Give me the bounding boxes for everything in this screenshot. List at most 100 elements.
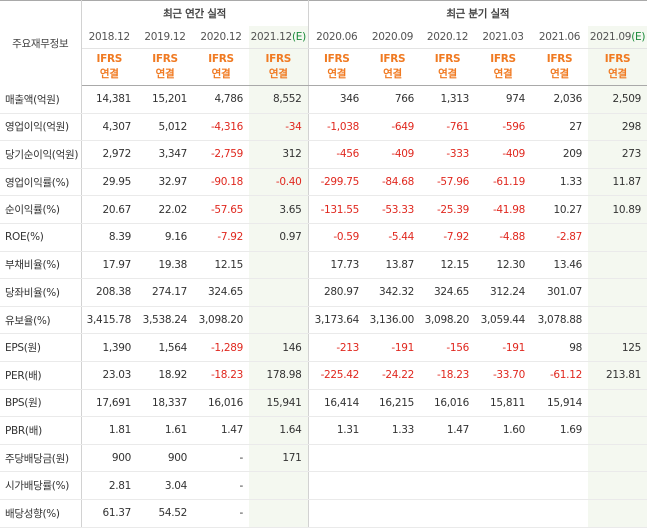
table-row: ROE(%) 8.39 9.16 -7.92 0.97 -0.59 -5.44 -7.92 -4… [0, 223, 647, 252]
table-cell: -649 [365, 113, 420, 142]
table-cell [420, 499, 475, 528]
table-cell [531, 499, 588, 528]
table-cell: 8,552 [249, 85, 309, 114]
table-cell: -24.22 [365, 361, 420, 390]
table-cell: 766 [365, 85, 420, 114]
table-cell: 312 [249, 140, 309, 169]
period-header: 2021.12(E) [249, 25, 309, 49]
row-label: 당좌비율(%) [0, 278, 82, 307]
table-cell: 2,972 [81, 140, 137, 169]
row-label: 영업이익(억원) [0, 113, 82, 142]
ifrs-label: IFRS [96, 53, 123, 65]
table-cell: -191 [475, 333, 531, 362]
table-cell: -84.68 [365, 167, 420, 197]
period-label: 2021.09 [589, 30, 632, 43]
table-cell: 312.24 [475, 278, 531, 307]
table-cell: 20.67 [81, 195, 137, 224]
table-cell: 974 [475, 85, 531, 114]
table-cell: 3.65 [249, 195, 309, 224]
ifrs-label: IFRS [323, 53, 350, 65]
ifrs-consolidated-badge: IFRS 연결 [475, 48, 531, 86]
period-header: 2018.12 [81, 25, 137, 49]
period-label: 2020.12 [426, 30, 469, 43]
table-cell [588, 223, 647, 252]
table-cell: -25.39 [420, 195, 475, 224]
table-row: 부채비율(%) 17.97 19.38 12.15 17.73 13.87 12.15 12.… [0, 250, 647, 280]
ifrs-label: IFRS [490, 53, 516, 65]
table-cell: -333 [420, 140, 475, 169]
table-cell [588, 499, 647, 528]
table-cell [249, 306, 309, 335]
table-cell: 22.02 [137, 195, 193, 224]
table-cell: 125 [588, 333, 647, 362]
period-header: 2020.12 [193, 25, 249, 49]
ifrs-consolidated-badge: IFRS 연결 [588, 48, 647, 86]
ifrs-consolidated-badge: IFRS 연결 [137, 48, 193, 86]
table-row: BPS(원) 17,691 18,337 16,016 15,941 16,414 16,2… [0, 389, 647, 418]
table-cell: 19.38 [137, 250, 193, 280]
table-cell [588, 278, 647, 307]
ifrs-consolidated-badge: IFRS 연결 [308, 48, 365, 86]
table-cell: 208.38 [81, 278, 137, 307]
table-cell: -18.23 [193, 361, 249, 390]
table-row: 영업이익(억원) 4,307 5,012 -4,316 -34 -1,038 -649 -76… [0, 113, 647, 142]
table-cell: 14,381 [81, 85, 137, 114]
table-cell: -41.98 [475, 195, 531, 224]
table-row: 당좌비율(%) 208.38 274.17 324.65 280.97 342.32 324… [0, 278, 647, 307]
period-label: 2021.03 [482, 30, 524, 43]
table-cell: 324.65 [420, 278, 475, 307]
table-cell: -57.96 [420, 167, 475, 197]
table-cell: 273 [588, 140, 647, 169]
row-label: 주당배당금(원) [0, 443, 82, 473]
table-cell: 1.31 [308, 416, 365, 445]
table-cell: -5.44 [365, 223, 420, 252]
table-cell: 13.87 [365, 250, 420, 280]
table-cell: 15,914 [531, 389, 588, 418]
period-header: 2020.12 [420, 25, 475, 49]
row-label: 시가배당률(%) [0, 471, 82, 500]
ifrs-consolidated-badge: IFRS 연결 [81, 48, 137, 86]
table-cell [475, 471, 531, 500]
table-cell [308, 471, 365, 500]
table-cell [365, 499, 420, 528]
row-label: 매출액(억원) [0, 85, 82, 114]
table-cell: 3,538.24 [137, 306, 193, 335]
table-cell: 61.37 [81, 499, 137, 528]
table-cell: -18.23 [420, 361, 475, 390]
table-cell: 10.27 [531, 195, 588, 224]
table-cell: 0.97 [249, 223, 309, 252]
table-cell: 3,136.00 [365, 306, 420, 335]
table-cell [249, 499, 309, 528]
ifrs-label: IFRS [434, 53, 461, 65]
table-cell: -409 [475, 140, 531, 169]
row-label: 순이익률(%) [0, 195, 82, 224]
table-cell: -409 [365, 140, 420, 169]
table-cell: 209 [531, 140, 588, 169]
consolidated-label: 연결 [155, 68, 175, 80]
table-cell: 1.33 [531, 167, 588, 197]
row-label: PER(배) [0, 361, 82, 390]
table-cell: 9.16 [137, 223, 193, 252]
period-header: 2020.06 [308, 25, 365, 49]
table-cell: 5,012 [137, 113, 193, 142]
table-cell [588, 389, 647, 418]
ifrs-label: IFRS [208, 53, 234, 65]
table-cell: -7.92 [193, 223, 249, 252]
table-cell: 17,691 [81, 389, 137, 418]
table-cell: 16,414 [308, 389, 365, 418]
table-cell: 1.33 [365, 416, 420, 445]
ifrs-label: IFRS [379, 53, 406, 65]
table-cell: 15,201 [137, 85, 193, 114]
table-cell [475, 443, 531, 473]
table-cell [249, 471, 309, 500]
table-cell: 1,564 [137, 333, 193, 362]
table-cell: 171 [249, 443, 309, 473]
table-cell [588, 306, 647, 335]
ifrs-label: IFRS [546, 53, 573, 65]
table-cell: -299.75 [308, 167, 365, 197]
consolidated-label: 연결 [327, 68, 347, 80]
table-cell: -131.55 [308, 195, 365, 224]
table-row: 영업이익률(%) 29.95 32.97 -90.18 -0.40 -299.75 -84.… [0, 167, 647, 197]
table-cell: -57.65 [193, 195, 249, 224]
table-cell [588, 471, 647, 500]
